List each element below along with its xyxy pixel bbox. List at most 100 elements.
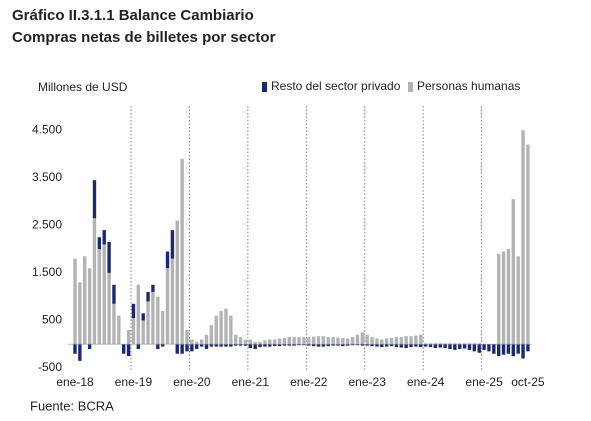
- bar: [336, 344, 340, 346]
- bar: [448, 343, 452, 345]
- bar: [409, 344, 413, 348]
- bar: [346, 338, 350, 345]
- bar: [487, 344, 491, 352]
- bar: [146, 301, 150, 345]
- bar: [209, 344, 214, 347]
- bar: [78, 282, 82, 345]
- bar: [97, 237, 102, 250]
- bar: [238, 344, 243, 346]
- x-tick-label: ene-22: [290, 375, 328, 389]
- legend-label: Personas humanas: [417, 79, 520, 93]
- bar: [243, 339, 248, 345]
- bar: [506, 249, 511, 345]
- bar: [389, 344, 394, 347]
- bar: [477, 343, 481, 345]
- bar: [78, 344, 82, 361]
- bar: [399, 344, 403, 348]
- bar: [428, 343, 433, 345]
- bar: [97, 249, 102, 345]
- bar: [199, 344, 204, 347]
- bar: [263, 344, 267, 347]
- bar: [384, 344, 389, 347]
- bar: [268, 339, 272, 345]
- bar: [404, 344, 408, 349]
- chart-subtitle: Compras netas de billetes por sector: [12, 29, 276, 46]
- bar: [453, 344, 457, 350]
- bar: [350, 337, 355, 345]
- bar: [370, 337, 374, 345]
- bar: [253, 341, 257, 345]
- bar: [419, 344, 423, 348]
- bar: [365, 344, 369, 346]
- bar: [394, 337, 399, 345]
- bar: [224, 344, 228, 347]
- bar: [477, 344, 481, 353]
- bar: [282, 344, 287, 346]
- bar: [419, 334, 423, 345]
- bar: [448, 344, 452, 349]
- bar: [467, 343, 472, 345]
- bar: [462, 344, 467, 349]
- bar: [243, 344, 248, 346]
- bar: [423, 344, 428, 347]
- bar: [331, 337, 335, 345]
- bar: [311, 344, 316, 347]
- bar: [185, 344, 189, 352]
- bar: [170, 230, 175, 259]
- bar: [180, 158, 184, 345]
- bar: [107, 272, 111, 345]
- bar: [501, 251, 506, 345]
- bar: [195, 341, 199, 345]
- bar: [292, 337, 296, 345]
- bar: [229, 344, 233, 347]
- bar: [287, 344, 291, 346]
- bar: [199, 339, 204, 345]
- bar: [297, 337, 301, 345]
- bar: [204, 334, 209, 345]
- source: Fuente: BCRA: [30, 398, 114, 413]
- bar: [302, 337, 306, 345]
- bar: [365, 334, 369, 345]
- bar: [180, 344, 184, 354]
- bar: [136, 284, 141, 345]
- bar: [214, 315, 218, 345]
- bar: [102, 230, 106, 245]
- legend-swatch: [408, 82, 413, 92]
- bar: [443, 343, 447, 345]
- bar: [175, 344, 179, 354]
- bar: [224, 308, 228, 345]
- bar: [521, 344, 525, 359]
- bar: [438, 344, 442, 348]
- bar: [428, 344, 433, 348]
- bar: [375, 338, 379, 345]
- bar: [209, 325, 214, 345]
- bar: [160, 310, 165, 345]
- bar: [472, 344, 477, 352]
- bar: [131, 303, 136, 319]
- bar: [321, 336, 326, 345]
- bar: [492, 344, 496, 354]
- bar: [350, 344, 355, 346]
- bar: [219, 310, 223, 345]
- bar: [185, 329, 189, 345]
- bar: [404, 336, 408, 345]
- y-axis-label: Millones de USD: [38, 80, 128, 94]
- bar: [141, 313, 145, 321]
- bar: [341, 338, 345, 345]
- bar: [341, 344, 345, 347]
- bar: [268, 344, 272, 347]
- bar: [112, 284, 116, 304]
- bar: [277, 344, 282, 347]
- bar: [433, 344, 438, 349]
- bar: [151, 291, 155, 345]
- bar: [302, 344, 306, 346]
- y-tick-label: 4.500: [32, 122, 62, 136]
- bar: [92, 180, 97, 219]
- x-tick-label: oct-25: [511, 375, 545, 389]
- x-tick-label: ene-21: [232, 375, 270, 389]
- bar: [83, 256, 87, 345]
- bar: [370, 344, 374, 347]
- bar: [336, 337, 340, 345]
- bar: [311, 336, 316, 345]
